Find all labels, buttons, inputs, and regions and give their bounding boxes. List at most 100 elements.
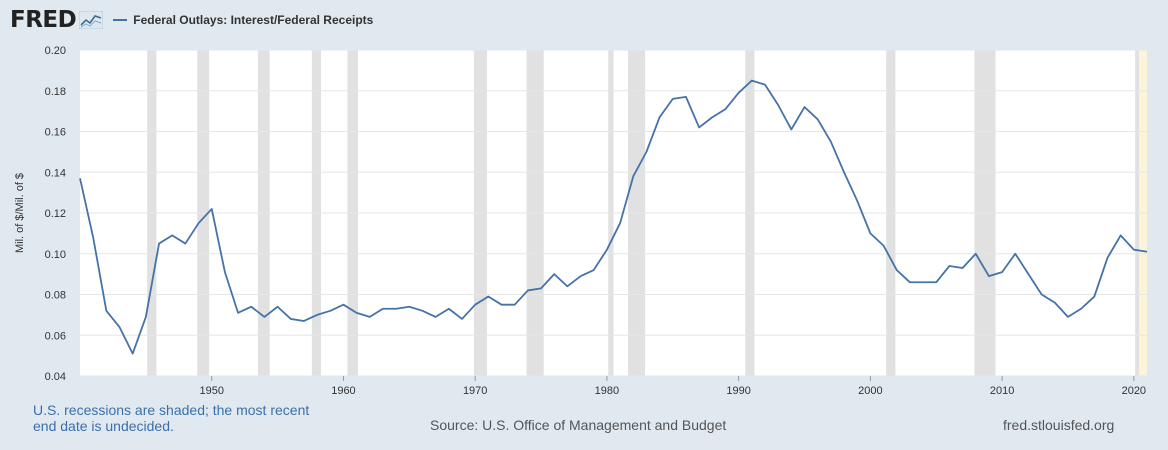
data-point[interactable] — [921, 280, 926, 285]
data-point[interactable] — [1052, 300, 1057, 305]
data-point[interactable] — [1079, 306, 1084, 311]
data-point[interactable] — [591, 268, 596, 273]
y-tick-label: 0.20 — [45, 45, 66, 57]
data-point[interactable] — [762, 82, 767, 87]
data-point[interactable] — [776, 103, 781, 108]
data-point[interactable] — [130, 351, 135, 356]
data-point[interactable] — [196, 221, 201, 226]
data-point[interactable] — [1065, 314, 1070, 319]
data-point[interactable] — [354, 310, 359, 315]
data-point[interactable] — [578, 274, 583, 279]
data-point[interactable] — [1105, 255, 1110, 260]
data-point[interactable] — [78, 176, 83, 181]
data-point[interactable] — [367, 314, 372, 319]
data-point[interactable] — [1000, 270, 1005, 275]
data-point[interactable] — [1092, 294, 1097, 299]
data-point[interactable] — [842, 170, 847, 175]
data-point[interactable] — [380, 306, 385, 311]
data-point[interactable] — [552, 272, 557, 277]
data-point[interactable] — [539, 286, 544, 291]
data-point[interactable] — [683, 94, 688, 99]
data-point[interactable] — [512, 302, 517, 307]
data-point[interactable] — [973, 251, 978, 256]
y-tick-label: 0.10 — [45, 249, 66, 261]
y-tick-label: 0.04 — [45, 371, 66, 383]
source-note: Source: U.S. Office of Management and Bu… — [430, 417, 727, 433]
data-point[interactable] — [855, 198, 860, 203]
fred-chart-icon — [79, 11, 104, 29]
data-point[interactable] — [91, 235, 96, 240]
legend-swatch — [113, 19, 128, 21]
data-point[interactable] — [1145, 249, 1150, 254]
fred-url[interactable]: fred.stlouisfed.org — [1003, 417, 1115, 433]
data-point[interactable] — [328, 308, 333, 313]
x-tick-label: 1990 — [726, 385, 750, 397]
data-point[interactable] — [894, 268, 899, 273]
data-point[interactable] — [473, 302, 478, 307]
x-tick-label: 1980 — [595, 385, 619, 397]
data-point[interactable] — [460, 316, 465, 321]
x-tick-label: 2020 — [1122, 385, 1146, 397]
data-point[interactable] — [1013, 251, 1018, 256]
data-point[interactable] — [157, 241, 162, 246]
data-point[interactable] — [618, 221, 623, 226]
data-point[interactable] — [499, 302, 504, 307]
data-point[interactable] — [670, 96, 675, 101]
data-point[interactable] — [815, 117, 820, 122]
data-point[interactable] — [486, 294, 491, 299]
data-point[interactable] — [960, 266, 965, 271]
y-tick-label: 0.18 — [45, 86, 66, 98]
data-point[interactable] — [644, 149, 649, 154]
data-point[interactable] — [657, 115, 662, 120]
series-line — [79, 79, 1148, 355]
data-point[interactable] — [433, 314, 438, 319]
data-point[interactable] — [236, 310, 241, 315]
data-point[interactable] — [565, 284, 570, 289]
data-point[interactable] — [828, 139, 833, 144]
data-point[interactable] — [697, 125, 702, 130]
data-point[interactable] — [907, 280, 912, 285]
x-tick-label: 1960 — [331, 385, 355, 397]
data-point[interactable] — [736, 90, 741, 95]
data-point[interactable] — [881, 243, 886, 248]
data-point[interactable] — [104, 308, 109, 313]
data-point[interactable] — [802, 105, 807, 110]
data-point[interactable] — [525, 288, 530, 293]
data-point[interactable] — [407, 304, 412, 309]
data-point[interactable] — [288, 316, 293, 321]
data-point[interactable] — [1118, 233, 1123, 238]
data-point[interactable] — [986, 274, 991, 279]
data-point[interactable] — [631, 174, 636, 179]
data-point[interactable] — [249, 304, 254, 309]
data-point[interactable] — [209, 206, 214, 211]
data-point[interactable] — [723, 107, 728, 112]
data-point[interactable] — [222, 270, 227, 275]
data-point[interactable] — [170, 233, 175, 238]
y-axis-label: Mil. of $/Mil. of $ — [14, 173, 26, 253]
data-point[interactable] — [947, 263, 952, 268]
data-point[interactable] — [394, 306, 399, 311]
grid-lines — [80, 49, 1147, 377]
data-point[interactable] — [143, 314, 148, 319]
data-point[interactable] — [604, 247, 609, 252]
data-point[interactable] — [749, 78, 754, 83]
data-point[interactable] — [341, 302, 346, 307]
data-point[interactable] — [934, 280, 939, 285]
y-tick-label: 0.12 — [45, 208, 66, 220]
data-point[interactable] — [1026, 272, 1031, 277]
data-point[interactable] — [868, 231, 873, 236]
data-point[interactable] — [301, 318, 306, 323]
data-point[interactable] — [1131, 247, 1136, 252]
data-point[interactable] — [117, 325, 122, 330]
data-point[interactable] — [710, 115, 715, 120]
data-point[interactable] — [789, 127, 794, 132]
data-point[interactable] — [1039, 292, 1044, 297]
fred-logo[interactable]: FRED — [10, 7, 104, 33]
data-point[interactable] — [262, 314, 267, 319]
data-point[interactable] — [446, 306, 451, 311]
recession-note[interactable]: U.S. recessions are shaded; the most rec… — [33, 402, 310, 434]
data-point[interactable] — [183, 241, 188, 246]
data-point[interactable] — [315, 312, 320, 317]
data-point[interactable] — [275, 304, 280, 309]
data-point[interactable] — [420, 308, 425, 313]
